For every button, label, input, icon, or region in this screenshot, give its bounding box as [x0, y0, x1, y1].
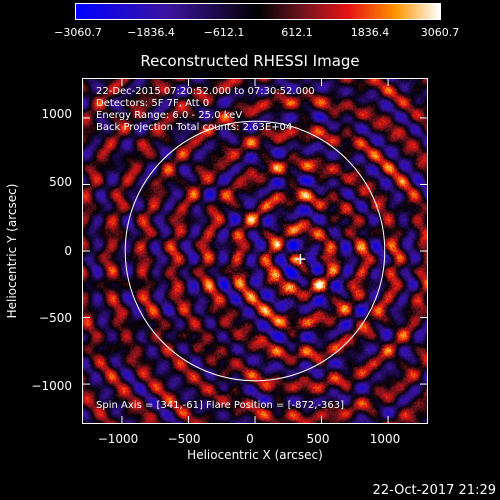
colorbar [75, 3, 441, 20]
colorbar-tick-label: 1836.4 [350, 26, 390, 39]
rhessi-image [82, 78, 428, 424]
x-tick-label: 1000 [369, 432, 401, 446]
y-tick-label: −1000 [31, 379, 72, 393]
timestamp-footer: 22-Oct-2017 21:29 [372, 483, 496, 498]
solar-limb-circle [124, 120, 386, 382]
x-tick-label: 0 [246, 432, 254, 446]
x-tick-label: −500 [167, 432, 201, 446]
colorbar-tick-label: 612.1 [281, 26, 313, 39]
x-axis-label: Heliocentric X (arcsec) [187, 448, 323, 462]
x-tick-label: 500 [306, 432, 330, 446]
colorbar-tick-label: −3060.7 [54, 26, 102, 39]
colorbar-gradient [76, 4, 440, 19]
annotation-detectors: Detectors: 5F 7F, Att 0 [96, 98, 210, 109]
axis-ticks [82, 78, 428, 424]
colorbar-tick-label: −612.1 [203, 26, 245, 39]
y-tick-label: 0 [64, 244, 72, 258]
colorbar-tick-label: −1836.4 [127, 26, 175, 39]
annotation-spin-axis: Spin Axis = [341,-61] Flare Position = [… [96, 400, 344, 411]
annotation-time: 22-Dec-2015 07:20:52.000 to 07:30:52.000 [96, 86, 315, 97]
x-tick-label: −1000 [97, 432, 139, 446]
y-tick-label: 1000 [41, 107, 72, 121]
y-tick-label: −500 [39, 311, 72, 325]
plot-overlay [82, 78, 428, 424]
image-title: Reconstructed RHESSI Image [140, 52, 360, 70]
annotation-energy: Energy Range: 6.0 - 25.0 keV [96, 110, 243, 121]
annotation-method: Back Projection Total counts: 2.63E+04 [96, 122, 293, 133]
y-tick-label: 500 [49, 175, 72, 189]
spin-axis-marker [295, 254, 306, 265]
colorbar-tick-label: 3060.7 [420, 26, 460, 39]
image-plot: 22-Dec-2015 07:20:52.000 to 07:30:52.000… [82, 78, 428, 424]
y-axis-label: Heliocentric Y (arcsec) [5, 183, 19, 319]
